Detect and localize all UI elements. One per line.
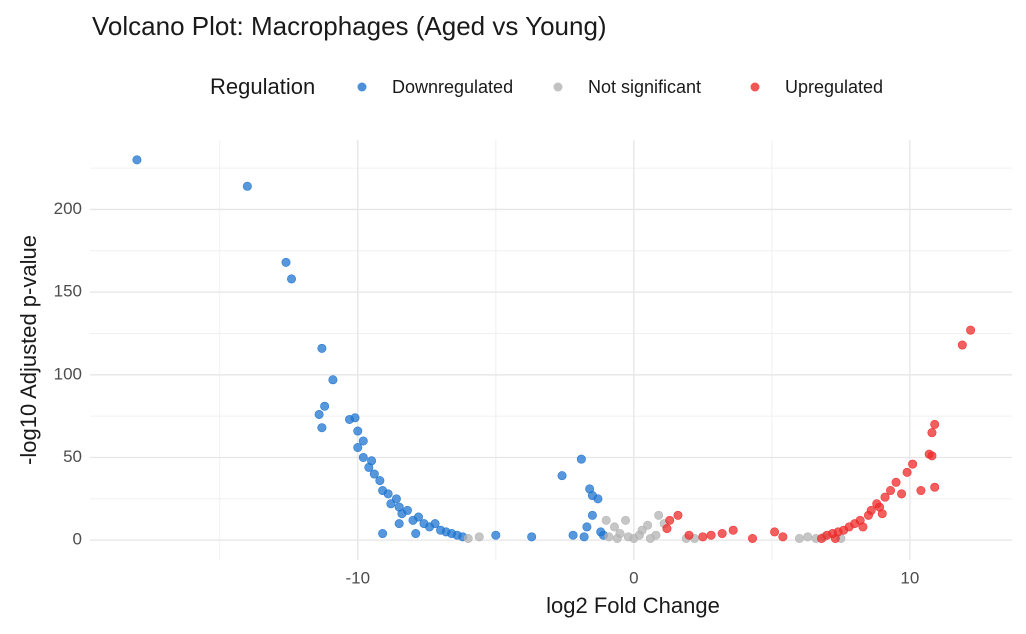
point	[391, 494, 401, 504]
point	[966, 325, 976, 335]
point	[698, 532, 708, 542]
point	[778, 532, 788, 542]
x-tick-label: -10	[345, 568, 370, 587]
point	[830, 534, 840, 544]
point	[281, 257, 291, 267]
point	[314, 409, 324, 419]
legend-title: Regulation	[210, 74, 315, 99]
point	[717, 529, 727, 539]
point	[242, 181, 252, 191]
point	[902, 467, 912, 477]
legend-marker	[553, 82, 563, 92]
point	[463, 534, 473, 544]
point	[634, 530, 644, 540]
y-axis-title: -log10 Adjusted p-value	[16, 235, 41, 465]
point	[866, 505, 876, 515]
point	[358, 452, 368, 462]
point	[394, 519, 404, 529]
point	[706, 530, 716, 540]
point	[684, 530, 694, 540]
point	[367, 456, 377, 466]
point	[930, 419, 940, 429]
y-tick-label: 0	[73, 530, 82, 549]
y-tick-label: 200	[54, 199, 82, 218]
chart-title: Volcano Plot: Macrophages (Aged vs Young…	[92, 11, 607, 41]
point	[673, 510, 683, 520]
point	[557, 471, 567, 481]
legend-label: Downregulated	[392, 77, 513, 97]
point	[287, 274, 297, 284]
point	[770, 527, 780, 537]
point	[430, 519, 440, 529]
point	[794, 534, 804, 544]
legend-label: Not significant	[588, 77, 701, 97]
x-tick-label: 10	[900, 568, 919, 587]
grid	[90, 140, 1012, 560]
legend-marker	[750, 82, 760, 92]
point	[369, 469, 379, 479]
point	[317, 423, 327, 433]
point	[803, 532, 813, 542]
point	[317, 343, 327, 353]
point	[413, 512, 423, 522]
point	[886, 486, 896, 496]
point	[587, 510, 597, 520]
point	[320, 401, 330, 411]
point	[604, 532, 614, 542]
point	[858, 522, 868, 532]
point	[593, 494, 603, 504]
x-axis-title: log2 Fold Change	[546, 593, 720, 618]
point	[378, 529, 388, 539]
point	[927, 451, 937, 461]
point	[601, 515, 611, 525]
point	[375, 476, 385, 486]
point	[643, 520, 653, 530]
point	[609, 522, 619, 532]
point	[353, 443, 363, 453]
point	[897, 489, 907, 499]
y-tick-label: 50	[63, 447, 82, 466]
point	[880, 492, 890, 502]
point	[662, 524, 672, 534]
point	[916, 486, 926, 496]
point	[877, 509, 887, 519]
point	[383, 489, 393, 499]
point	[654, 510, 664, 520]
point	[748, 534, 758, 544]
point	[328, 375, 338, 385]
point	[645, 534, 655, 544]
x-tick-label: 0	[629, 568, 638, 587]
point	[576, 454, 586, 464]
legend: Downregulated Not significant Upregulated	[357, 77, 883, 97]
y-tick-label: 150	[54, 282, 82, 301]
point	[930, 482, 940, 492]
point	[927, 428, 937, 438]
point	[491, 530, 501, 540]
point	[568, 530, 578, 540]
point	[132, 155, 142, 165]
point	[350, 413, 360, 423]
point	[621, 515, 631, 525]
point	[579, 532, 589, 542]
point	[527, 532, 537, 542]
points	[132, 155, 976, 544]
legend-label: Upregulated	[785, 77, 883, 97]
legend-marker	[357, 82, 367, 92]
point	[665, 515, 675, 525]
point	[582, 522, 592, 532]
point	[353, 426, 363, 436]
point	[891, 477, 901, 487]
point	[402, 505, 412, 515]
point	[612, 534, 622, 544]
point	[474, 532, 484, 542]
point	[957, 340, 967, 350]
point	[908, 459, 918, 469]
point	[728, 525, 738, 535]
y-tick-label: 100	[54, 364, 82, 383]
point	[411, 529, 421, 539]
point	[358, 436, 368, 446]
